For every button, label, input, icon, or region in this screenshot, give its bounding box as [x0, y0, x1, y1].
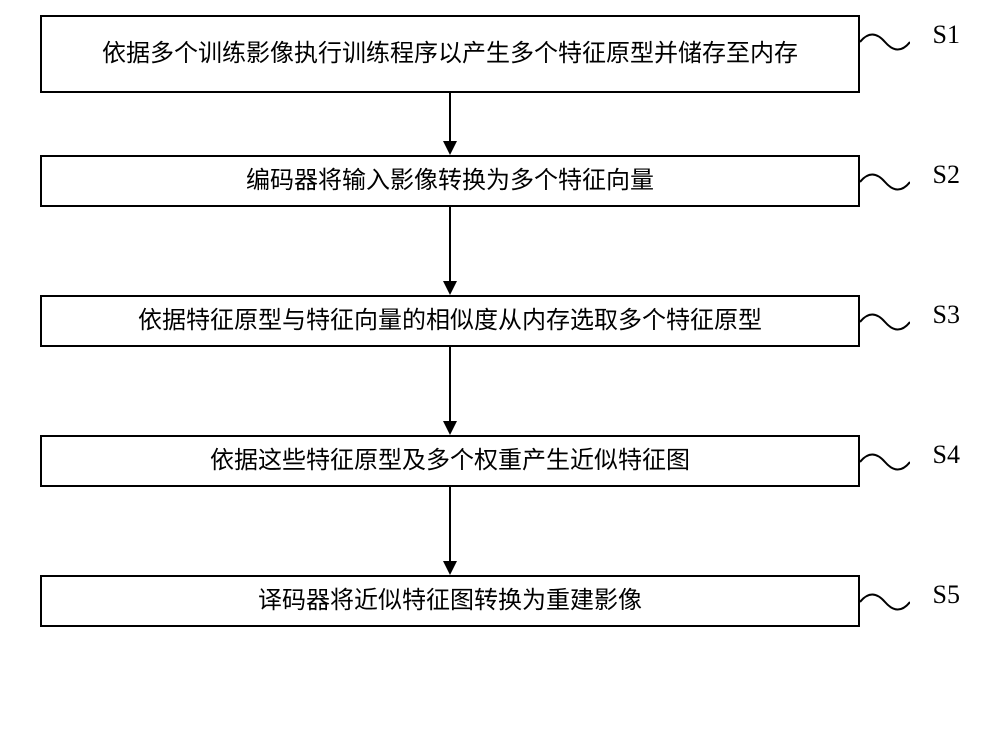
step-label-3: S3: [933, 300, 960, 330]
step-box-2: 编码器将输入影像转换为多个特征向量: [40, 155, 860, 207]
step-text-1: 依据多个训练影像执行训练程序以产生多个特征原型并储存至内存: [102, 36, 798, 72]
step-label-1: S1: [933, 20, 960, 50]
step-box-3: 依据特征原型与特征向量的相似度从内存选取多个特征原型: [40, 295, 860, 347]
wave-connector-4: [860, 447, 910, 477]
wave-connector-3: [860, 307, 910, 337]
arrow-3: [440, 347, 460, 435]
step-text-2: 编码器将输入影像转换为多个特征向量: [246, 163, 654, 199]
arrow-4: [440, 487, 460, 575]
wave-connector-2: [860, 167, 910, 197]
step-text-4: 依据这些特征原型及多个权重产生近似特征图: [210, 443, 690, 479]
wave-connector-1: [860, 27, 910, 57]
arrow-1: [440, 93, 460, 155]
step-container-1: 依据多个训练影像执行训练程序以产生多个特征原型并储存至内存 S1: [40, 15, 860, 93]
step-container-2: 编码器将输入影像转换为多个特征向量 S2: [40, 155, 860, 207]
wave-connector-5: [860, 587, 910, 617]
step-container-4: 依据这些特征原型及多个权重产生近似特征图 S4: [40, 435, 860, 487]
arrow-2: [440, 207, 460, 295]
step-box-1: 依据多个训练影像执行训练程序以产生多个特征原型并储存至内存: [40, 15, 860, 93]
step-text-5: 译码器将近似特征图转换为重建影像: [258, 583, 642, 619]
step-label-2: S2: [933, 160, 960, 190]
step-box-5: 译码器将近似特征图转换为重建影像: [40, 575, 860, 627]
step-label-5: S5: [933, 580, 960, 610]
step-label-4: S4: [933, 440, 960, 470]
step-container-3: 依据特征原型与特征向量的相似度从内存选取多个特征原型 S3: [40, 295, 860, 347]
step-box-4: 依据这些特征原型及多个权重产生近似特征图: [40, 435, 860, 487]
step-text-3: 依据特征原型与特征向量的相似度从内存选取多个特征原型: [138, 303, 762, 339]
step-container-5: 译码器将近似特征图转换为重建影像 S5: [40, 575, 860, 627]
